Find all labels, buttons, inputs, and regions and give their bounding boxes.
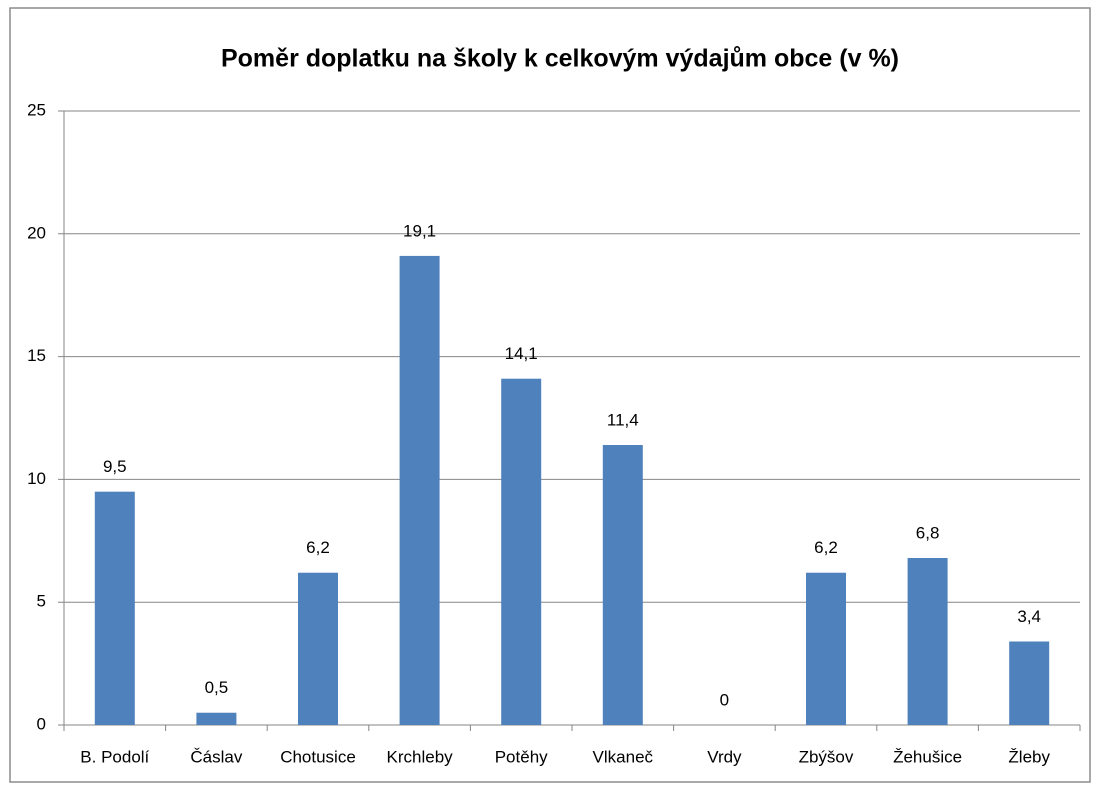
x-tick-label: Vlkaneč <box>593 747 654 766</box>
bar <box>602 445 643 725</box>
y-tick-label: 15 <box>27 346 46 365</box>
data-label: 6,2 <box>306 538 330 557</box>
data-label: 6,2 <box>814 538 838 557</box>
chart-title: Poměr doplatku na školy k celkovým výdaj… <box>221 45 899 73</box>
x-tick-label: Potěhy <box>495 747 548 766</box>
bar <box>907 557 948 725</box>
y-tick-label: 25 <box>27 100 46 119</box>
bar <box>806 572 846 725</box>
data-label: 0 <box>720 690 729 709</box>
x-tick-label: Vrdy <box>707 747 742 766</box>
x-tick-label: Krchleby <box>387 747 454 766</box>
y-tick-label: 20 <box>27 223 46 242</box>
bar <box>94 491 135 725</box>
bar <box>1009 641 1050 725</box>
x-tick-label: Zbýšov <box>799 747 854 766</box>
x-tick-label: B. Podolí <box>80 747 149 766</box>
data-label: 14,1 <box>505 344 538 363</box>
data-label: 6,8 <box>916 523 940 542</box>
y-tick-label: 0 <box>37 714 46 733</box>
y-tick-label: 5 <box>37 592 46 611</box>
data-label: 19,1 <box>403 221 436 240</box>
bar <box>298 572 338 725</box>
x-tick-label: Žleby <box>1008 747 1050 766</box>
bar <box>196 712 237 725</box>
x-tick-label: Chotusice <box>280 747 356 766</box>
bar <box>501 378 542 725</box>
x-tick-label: Žehušice <box>893 747 962 766</box>
data-label: 11,4 <box>607 411 639 430</box>
data-label: 0,5 <box>205 678 229 697</box>
data-label: 3,4 <box>1017 607 1041 626</box>
bar <box>399 255 440 726</box>
data-label: 9,5 <box>103 457 127 476</box>
x-tick-label: Čáslav <box>190 747 242 766</box>
y-tick-label: 10 <box>27 469 46 488</box>
